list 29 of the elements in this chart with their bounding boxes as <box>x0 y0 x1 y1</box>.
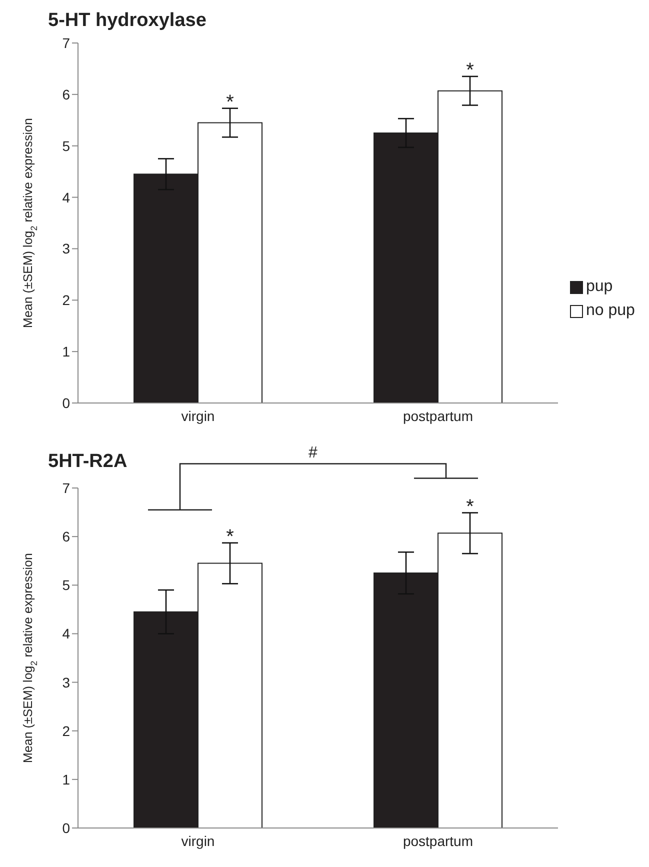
y-tick-label: 1 <box>62 344 70 360</box>
y-tick-label: 3 <box>62 674 70 690</box>
annotation: * <box>466 59 474 82</box>
y-tick-label: 5 <box>62 138 70 154</box>
y-tick-label: 5 <box>62 577 70 594</box>
annotation: * <box>226 91 234 114</box>
legend-label: no pup <box>586 302 635 320</box>
y-tick-label: 6 <box>62 528 70 545</box>
chart-title: 5-HT hydroxylase <box>48 10 206 32</box>
y-tick-label: 0 <box>62 820 70 836</box>
annotation: * <box>226 526 234 548</box>
y-tick-label: 4 <box>62 626 70 642</box>
y-tick-label: 7 <box>62 480 70 496</box>
y-tick-label: 1 <box>62 771 70 788</box>
y-tick-label: 0 <box>62 394 70 411</box>
x-tick-label: virgin <box>181 408 215 424</box>
chart-title: 5HT-R2A <box>48 451 128 473</box>
y-tick-label: 3 <box>62 240 70 257</box>
annotation: * <box>466 496 474 518</box>
y-tick-label: 2 <box>62 722 70 739</box>
legend-label: pup <box>586 278 613 296</box>
text: # <box>308 444 318 462</box>
x-tick-label: virgin <box>181 832 215 849</box>
y-tick-label: 2 <box>62 292 70 308</box>
y-tick-label: 7 <box>62 34 70 51</box>
x-tick-label: postpartum <box>402 408 474 424</box>
x-tick-label: postpartum <box>402 832 474 849</box>
y-tick-label: 6 <box>62 86 70 102</box>
y-tick-label: 4 <box>62 189 70 206</box>
